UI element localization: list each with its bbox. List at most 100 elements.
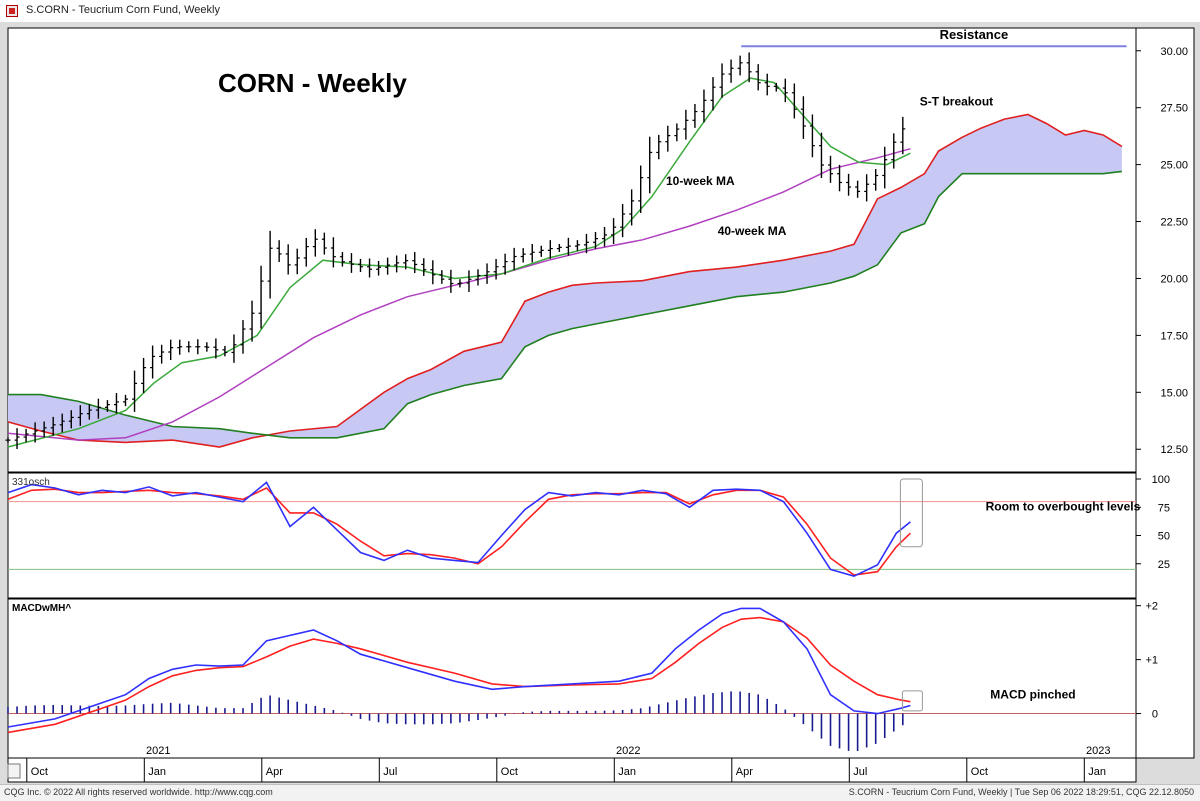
price-bar — [502, 253, 508, 275]
price-bar — [421, 258, 427, 276]
price-bar — [150, 345, 156, 379]
price-bar — [249, 300, 255, 342]
time-tick-label: Jan — [1088, 766, 1106, 778]
price-tick-label: 15.00 — [1160, 387, 1188, 399]
price-bar — [583, 233, 589, 254]
price-bar — [14, 428, 20, 450]
title-bar: S.CORN - Teucrium Corn Fund, Weekly — [0, 0, 1200, 23]
price-bar — [674, 123, 680, 142]
price-bar — [348, 253, 354, 273]
stochastic-tick-label: 100 — [1152, 474, 1170, 486]
price-bar — [855, 180, 861, 198]
window-title: S.CORN - Teucrium Corn Fund, Weekly — [26, 4, 220, 16]
price-bar — [574, 240, 580, 251]
price-tick-label: 27.50 — [1160, 103, 1188, 115]
price-bar — [113, 393, 119, 414]
price-bar — [538, 245, 544, 257]
price-bar — [656, 134, 662, 160]
price-bar — [556, 243, 562, 253]
price-bar — [737, 55, 743, 76]
price-bar — [764, 73, 770, 96]
price-bar — [701, 89, 707, 123]
price-bar — [141, 357, 147, 394]
time-tick-label: Oct — [971, 766, 988, 778]
price-annotation: 40-week MA — [718, 224, 787, 238]
macd-tick-label: +1 — [1145, 655, 1158, 667]
stochastic-panel[interactable] — [7, 472, 1137, 599]
macd-tick-label: 0 — [1152, 709, 1158, 721]
time-tick-label: Apr — [736, 766, 753, 778]
time-tick-label: Jan — [148, 766, 166, 778]
macd-panel[interactable] — [7, 598, 1137, 759]
price-bar — [213, 338, 219, 359]
macd-annotation: MACD pinched — [990, 687, 1075, 701]
stochastic-label: 331osch — [12, 477, 50, 488]
price-bar — [50, 416, 56, 436]
price-bar — [846, 173, 852, 196]
time-tick-label: Apr — [266, 766, 283, 778]
price-bar — [403, 254, 409, 270]
stochastic-fast-line — [7, 481, 911, 578]
price-bar — [77, 405, 83, 426]
price-bar — [367, 258, 373, 278]
price-bar — [791, 83, 797, 119]
price-bar — [86, 404, 92, 420]
price-bar — [828, 155, 833, 183]
price-bar — [385, 257, 391, 275]
time-tick-label: Oct — [31, 766, 48, 778]
macd-label: MACDwMH^ — [12, 603, 71, 614]
scroll-handle[interactable] — [7, 763, 21, 779]
price-bar — [177, 339, 183, 355]
macd-line — [7, 607, 911, 728]
macd-tick-label: +2 — [1145, 601, 1158, 613]
price-bar — [430, 260, 436, 285]
price-bar — [746, 52, 752, 83]
price-bar — [493, 259, 499, 280]
chart-canvas[interactable]: Resistance S-T breakout 10-week MA 40-week … — [0, 22, 1200, 784]
price-bar — [276, 240, 282, 263]
price-tick-label: 20.00 — [1160, 273, 1188, 285]
status-text: S.CORN - Teucrium Corn Fund, Weekly | Tu… — [848, 787, 1194, 797]
price-bar — [376, 260, 382, 276]
price-bar — [439, 270, 445, 284]
price-bar — [448, 269, 454, 293]
price-bar — [520, 248, 526, 263]
price-panel[interactable] — [7, 27, 1137, 473]
ma10-line — [7, 77, 911, 448]
price-bar — [68, 410, 74, 429]
price-tick-label: 25.00 — [1160, 160, 1188, 172]
price-bar — [466, 270, 472, 292]
price-bar — [638, 165, 644, 213]
price-bar — [900, 116, 906, 155]
macd-signal-line — [7, 616, 911, 734]
price-bar — [620, 203, 626, 238]
price-bar — [32, 422, 38, 443]
price-tick-label: 22.50 — [1160, 217, 1188, 229]
price-bar — [186, 341, 192, 353]
price-bar — [41, 421, 47, 438]
price-bar — [602, 226, 608, 247]
price-bar — [240, 320, 246, 354]
price-bar — [258, 265, 264, 329]
price-bar — [132, 370, 138, 412]
stochastic-tick-label: 25 — [1158, 559, 1170, 571]
price-bar — [321, 232, 327, 255]
price-tick-label: 12.50 — [1160, 444, 1188, 456]
price-bar — [222, 345, 228, 357]
time-tick-label: Jan — [618, 766, 636, 778]
price-bar — [339, 251, 345, 267]
price-bar — [231, 334, 237, 363]
app-icon — [6, 5, 18, 17]
price-bar — [864, 174, 870, 202]
price-bar — [529, 244, 535, 263]
price-bar — [773, 82, 779, 92]
price-bar — [312, 229, 318, 257]
price-bar — [818, 132, 824, 179]
price-bar — [5, 437, 11, 443]
time-axis — [7, 757, 1137, 783]
price-bar — [837, 164, 843, 192]
price-bar — [267, 230, 273, 299]
stochastic-tick-label: 75 — [1158, 502, 1170, 514]
price-bar — [719, 63, 725, 98]
